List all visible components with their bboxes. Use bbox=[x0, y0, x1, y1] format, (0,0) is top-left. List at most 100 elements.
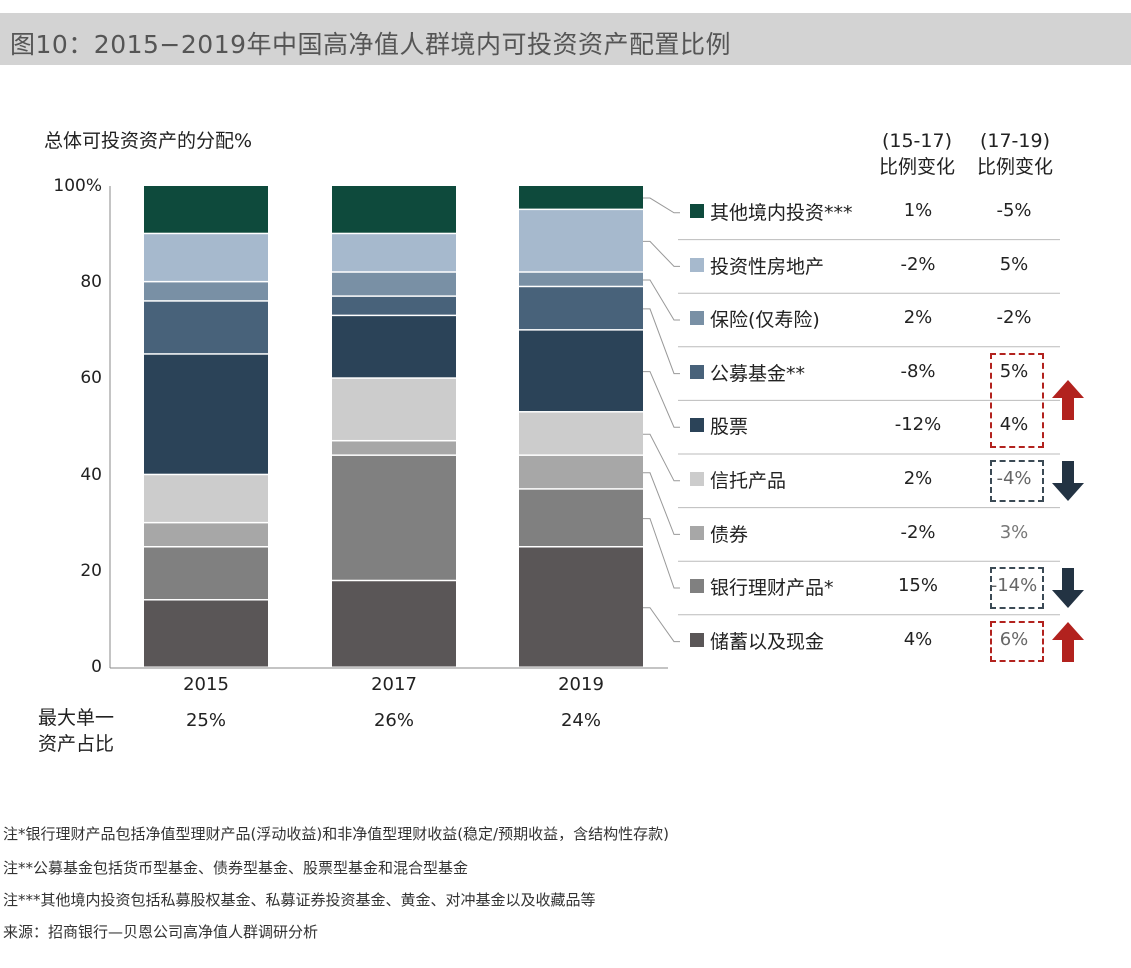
connector-line bbox=[643, 240, 680, 267]
change-2015-2017: 1% bbox=[903, 200, 933, 221]
bar-segment-2019-2 bbox=[519, 455, 643, 489]
bar-segment-2019-8 bbox=[519, 186, 643, 209]
change-2015-2017: 15% bbox=[897, 575, 938, 597]
legend-label: 股票 bbox=[710, 416, 749, 439]
legend-row: 其他境内投资*** 1% -5% bbox=[690, 186, 1060, 238]
bar-segment-2015-3 bbox=[144, 475, 268, 522]
highlight-box-up bbox=[990, 620, 1044, 663]
legend-label: 保险(仅寿险) bbox=[710, 309, 820, 332]
title-bar: 图10：2015−2019年中国高净值人群境内可投资资产配置比例 bbox=[0, 13, 1131, 65]
connector-line bbox=[643, 371, 680, 428]
bar-segment-2019-5 bbox=[519, 287, 643, 330]
change-2017-2019: 6% bbox=[999, 628, 1029, 650]
max-single-asset-label-line2: 资产占比 bbox=[38, 733, 115, 755]
y-tick-20: 20 bbox=[80, 561, 102, 581]
legend-row: 股票 -12% 4% bbox=[690, 400, 1060, 452]
header-1517: (15-17) 比例变化 bbox=[862, 128, 972, 180]
bar-segment-2015-2 bbox=[144, 523, 268, 546]
bar-segment-2019-3 bbox=[519, 412, 643, 455]
change-2015-2017: -12% bbox=[894, 414, 942, 436]
highlight-box-down bbox=[990, 567, 1044, 609]
bar-segment-2015-4 bbox=[144, 354, 268, 474]
figure-title: 图10：2015−2019年中国高净值人群境内可投资资产配置比例 bbox=[10, 30, 732, 59]
legend-swatch bbox=[690, 632, 704, 647]
bar-segment-2017-5 bbox=[332, 296, 456, 315]
legend-label: 银行理财产品* bbox=[710, 577, 834, 600]
change-2015-2017: 2% bbox=[903, 468, 933, 489]
header-1719: (17-19) 比例变化 bbox=[960, 128, 1070, 180]
connector-line bbox=[643, 607, 680, 643]
note-other-investments: 注***其他境内投资包括私募股权基金、私募证券投资基金、黄金、对冲基金以及收藏品… bbox=[3, 891, 596, 909]
legend-label: 投资性房地产 bbox=[710, 255, 825, 278]
bar-segment-2015-1 bbox=[144, 547, 268, 600]
x-tick-2017: 2017 bbox=[371, 674, 417, 695]
bar-segment-2017-8 bbox=[332, 186, 456, 233]
legend-swatch bbox=[690, 204, 704, 218]
arrow-down-icon bbox=[1052, 568, 1084, 608]
change-2017-2019: -5% bbox=[996, 200, 1032, 221]
x-tick-2015: 2015 bbox=[183, 674, 229, 695]
header-1517-line2: 比例变化 bbox=[878, 156, 955, 178]
chart-title: 总体可投资资产的分配% bbox=[44, 130, 253, 152]
legend-swatch bbox=[690, 579, 704, 594]
connector-line bbox=[643, 472, 680, 535]
legend-row: 保险(仅寿险) 2% -2% bbox=[690, 293, 1060, 345]
header-1517-line1: (15-17) bbox=[881, 130, 953, 152]
change-2017-2019: 5% bbox=[999, 360, 1029, 382]
bar-segment-2017-2 bbox=[332, 441, 456, 455]
bar-segment-2015-6 bbox=[144, 282, 268, 301]
bar-segment-2015-5 bbox=[144, 301, 268, 354]
header-1719-line1: (17-19) bbox=[979, 130, 1051, 152]
y-tick-40: 40 bbox=[80, 465, 102, 485]
change-2015-2017: -2% bbox=[900, 253, 936, 275]
change-2015-2017: 2% bbox=[903, 307, 933, 329]
header-1719-line2: 比例变化 bbox=[976, 156, 1053, 178]
change-2017-2019: -14% bbox=[990, 575, 1038, 597]
change-2017-2019: -4% bbox=[996, 468, 1032, 489]
max-single-asset-2015: 25% bbox=[185, 710, 226, 731]
arrow-down-icon bbox=[1052, 460, 1084, 501]
bar-segment-2017-7 bbox=[332, 234, 456, 272]
bar-segment-2019-1 bbox=[519, 489, 643, 546]
arrow-up-icon bbox=[1052, 621, 1084, 662]
change-2015-2017: 4% bbox=[903, 628, 933, 650]
legend-swatch bbox=[690, 472, 704, 486]
x-tick-2019: 2019 bbox=[558, 674, 604, 695]
connector-line bbox=[643, 197, 680, 214]
max-single-asset-2017: 26% bbox=[373, 710, 414, 731]
legend-label: 公募基金** bbox=[710, 362, 806, 385]
bar-segment-2015-7 bbox=[144, 234, 268, 281]
legend-swatch bbox=[690, 418, 704, 433]
highlight-box-down bbox=[990, 460, 1044, 502]
legend-swatch bbox=[690, 525, 704, 540]
change-2015-2017: -8% bbox=[900, 360, 936, 382]
bar-segment-2017-6 bbox=[332, 272, 456, 296]
bar-segment-2017-1 bbox=[332, 455, 456, 580]
legend-row: 公募基金** -8% 5% bbox=[690, 347, 1060, 399]
note-source: 来源：招商银行—贝恩公司高净值人群调研分析 bbox=[3, 923, 319, 941]
legend-row: 投资性房地产 -2% 5% bbox=[690, 240, 1060, 292]
bar-segment-2019-7 bbox=[519, 210, 643, 272]
max-single-asset-2019: 24% bbox=[560, 710, 601, 731]
bar-segment-2017-3 bbox=[332, 378, 456, 440]
change-2017-2019: 4% bbox=[999, 414, 1029, 436]
connector-line bbox=[643, 433, 680, 482]
bar-segment-2015-0 bbox=[144, 600, 268, 667]
highlight-box-up bbox=[990, 352, 1044, 448]
note-bank-wealth: 注*银行理财产品包括净值型理财产品(浮动收益)和非净值型理财收益(稳定/预期收益… bbox=[3, 825, 669, 843]
connector-line bbox=[643, 308, 680, 375]
note-mutual-funds: 注**公募基金包括货币型基金、债券型基金、股票型基金和混合型基金 bbox=[3, 859, 469, 877]
bar-segment-2017-0 bbox=[332, 581, 456, 667]
legend-swatch bbox=[690, 311, 704, 326]
legend-row: 债券 -2% 3% bbox=[690, 508, 1060, 560]
y-tick-60: 60 bbox=[80, 368, 102, 388]
legend-swatch bbox=[690, 257, 704, 272]
max-single-asset-label-line1: 最大单一 bbox=[38, 707, 115, 729]
bar-segment-2019-0 bbox=[519, 547, 643, 667]
bar-segment-2017-4 bbox=[332, 316, 456, 378]
change-2015-2017: -2% bbox=[900, 521, 936, 543]
legend-label: 债券 bbox=[710, 523, 749, 546]
change-2017-2019: 5% bbox=[999, 253, 1029, 275]
y-tick-0: 0 bbox=[91, 657, 102, 677]
bars-group bbox=[144, 186, 643, 667]
